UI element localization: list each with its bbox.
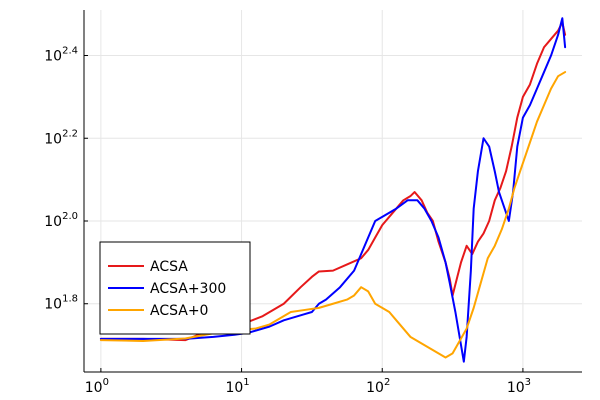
legend-label: ACSA <box>150 259 188 275</box>
legend-label: ACSA+300 <box>150 281 226 297</box>
x-tick-label: 102 <box>366 377 390 396</box>
series-line-acsa-300 <box>99 17 567 363</box>
y-tick-label: 101.8 <box>44 294 78 313</box>
y-tick-label: 102.0 <box>44 211 78 230</box>
y-tick-label: 102.2 <box>44 128 78 147</box>
series-lines <box>99 17 567 363</box>
y-tick-label: 102.4 <box>44 46 78 65</box>
legend-label: ACSA+0 <box>150 303 208 319</box>
x-tick-label: 103 <box>507 377 531 396</box>
axes <box>83 10 582 373</box>
x-tick-label: 100 <box>85 377 109 396</box>
x-tick-label: 101 <box>225 377 249 396</box>
tick-labels: 100 101 102 103 101.8 102.0 102.2 102.4 <box>44 46 531 396</box>
series-line-acsa-0 <box>99 71 567 359</box>
legend: ACSA ACSA+300 ACSA+0 <box>99 241 251 335</box>
